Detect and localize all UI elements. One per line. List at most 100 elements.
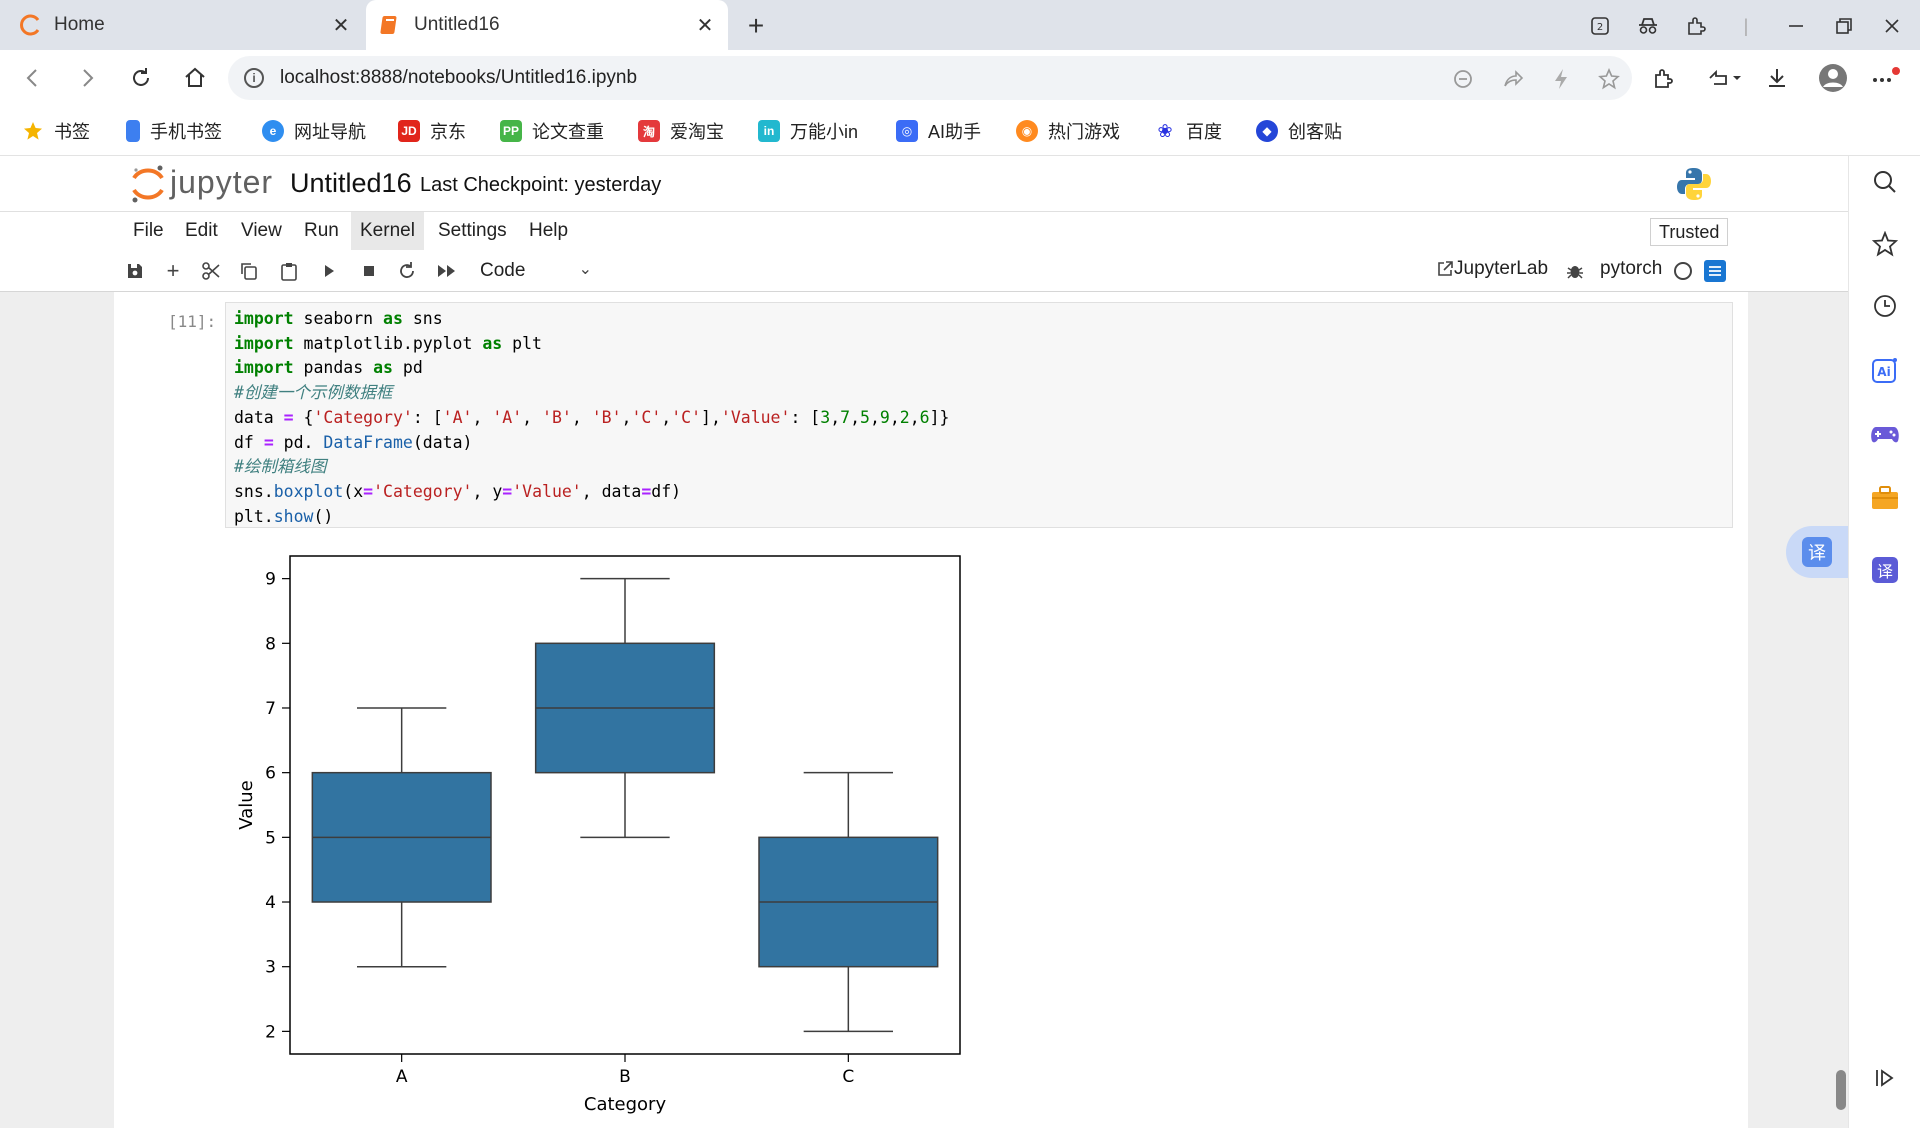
copy-icon[interactable] bbox=[236, 258, 262, 284]
tab-untitled16[interactable]: Untitled16 ✕ bbox=[366, 0, 728, 50]
undo-dropdown-icon[interactable] bbox=[1702, 61, 1746, 95]
kernel-name[interactable]: pytorch bbox=[1600, 258, 1663, 279]
jupyter-menu-bar: File Edit View Run Kernel Settings Help … bbox=[0, 212, 1848, 250]
menu-file[interactable]: File bbox=[133, 220, 164, 241]
incognito-icon[interactable] bbox=[1632, 10, 1664, 42]
minimize-icon[interactable] bbox=[1780, 10, 1812, 42]
y-tick-label: 7 bbox=[265, 699, 276, 719]
taobao-icon: 淘 bbox=[638, 120, 660, 142]
baidu-paw-icon: ❀ bbox=[1157, 120, 1173, 141]
tab-home-close-icon[interactable]: ✕ bbox=[332, 14, 350, 37]
y-tick-label: 6 bbox=[265, 764, 276, 784]
wanneng-icon: in bbox=[758, 120, 780, 142]
translate-icon[interactable]: 译 bbox=[1869, 554, 1901, 586]
cell-type-dropdown[interactable]: Code ⌄ bbox=[470, 257, 600, 285]
bookmark-item-taobao[interactable]: 淘 爱淘宝 bbox=[638, 118, 724, 144]
tab-count-icon[interactable]: 2 bbox=[1584, 10, 1616, 42]
back-icon[interactable] bbox=[16, 61, 50, 95]
close-window-icon[interactable] bbox=[1876, 10, 1908, 42]
paste-icon[interactable] bbox=[276, 258, 302, 284]
site-info-icon[interactable]: i bbox=[244, 68, 264, 88]
ai-icon[interactable]: Ai bbox=[1869, 354, 1901, 386]
more-menu-icon[interactable] bbox=[1868, 61, 1902, 95]
bookmark-item-paper[interactable]: PP 论文查重 bbox=[500, 118, 604, 144]
lightning-icon[interactable] bbox=[1548, 66, 1574, 92]
menu-run[interactable]: Run bbox=[304, 220, 339, 241]
last-checkpoint: Last Checkpoint: yesterday bbox=[420, 174, 662, 196]
restart-kernel-icon[interactable] bbox=[394, 258, 420, 284]
reload-icon[interactable] bbox=[124, 61, 158, 95]
bookmark-item-mobile[interactable]: 手机书签 bbox=[126, 118, 222, 144]
maximize-icon[interactable] bbox=[1828, 10, 1860, 42]
python-kernel-logo-icon bbox=[1677, 168, 1711, 200]
y-tick-label: 8 bbox=[265, 634, 276, 654]
table-of-contents-icon[interactable] bbox=[1704, 260, 1726, 282]
trusted-indicator[interactable]: Trusted bbox=[1650, 218, 1729, 246]
menu-edit[interactable]: Edit bbox=[185, 220, 218, 241]
zoom-out-icon[interactable] bbox=[1450, 66, 1476, 92]
history-icon[interactable] bbox=[1869, 290, 1901, 322]
code-line: plt.show() bbox=[234, 506, 334, 526]
bookmark-item-wanneng[interactable]: in 万能小in bbox=[758, 118, 858, 144]
extensions-icon[interactable] bbox=[1680, 10, 1712, 42]
code-cell-editor[interactable]: import seaborn as sns import matplotlib.… bbox=[225, 302, 1733, 528]
run-cell-icon[interactable] bbox=[316, 258, 342, 284]
bookmark-item-baidu[interactable]: ❀ 百度 bbox=[1154, 118, 1222, 144]
box-A bbox=[311, 707, 492, 968]
open-jupyterlab-link[interactable]: JupyterLab bbox=[1436, 258, 1548, 280]
gamepad-icon[interactable] bbox=[1869, 418, 1901, 450]
bookmarks-bar: 书签 手机书签 e 网址导航 JD 京东 PP 论文查重 淘 爱淘宝 in 万能… bbox=[0, 106, 1920, 156]
bookmark-star-filled-icon bbox=[22, 120, 44, 142]
jupyter-logo-icon[interactable] bbox=[130, 164, 166, 204]
notebook-title[interactable]: Untitled16 bbox=[290, 168, 412, 198]
nav-bookmark-icon: e bbox=[262, 120, 284, 142]
bookmark-star-icon[interactable] bbox=[1596, 66, 1622, 92]
x-tick-label: B bbox=[619, 1067, 631, 1087]
floating-translate-button[interactable]: 译 bbox=[1786, 526, 1848, 578]
code-line: import seaborn as sns bbox=[234, 309, 443, 328]
debugger-bug-icon[interactable] bbox=[1562, 258, 1588, 284]
stop-icon[interactable] bbox=[356, 258, 382, 284]
notebook-toolbar: + Code ⌄ JupyterLab pytorch bbox=[0, 250, 1848, 292]
forward-icon[interactable] bbox=[70, 61, 104, 95]
y-tick-label: 5 bbox=[265, 828, 276, 848]
share-icon[interactable] bbox=[1500, 66, 1526, 92]
briefcase-icon[interactable] bbox=[1869, 482, 1901, 514]
new-tab-icon[interactable]: + bbox=[747, 10, 765, 41]
collapse-icon[interactable] bbox=[1869, 1062, 1901, 1094]
tab-untitled16-close-icon[interactable]: ✕ bbox=[696, 14, 714, 37]
menu-help[interactable]: Help bbox=[529, 220, 569, 241]
download-icon[interactable] bbox=[1760, 61, 1794, 95]
cut-icon[interactable] bbox=[198, 258, 224, 284]
cell-type-value: Code bbox=[480, 260, 526, 281]
bookmark-item-nav[interactable]: e 网址导航 bbox=[262, 118, 366, 144]
url-text: localhost:8888/notebooks/Untitled16.ipyn… bbox=[280, 67, 638, 88]
search-icon[interactable] bbox=[1869, 166, 1901, 198]
x-tick-label: A bbox=[396, 1067, 408, 1087]
jupyter-wordmark[interactable]: jupyter bbox=[170, 164, 274, 200]
star-icon[interactable] bbox=[1869, 228, 1901, 260]
vertical-scrollbar-thumb[interactable] bbox=[1836, 1070, 1846, 1110]
address-bar-row: i localhost:8888/notebooks/Untitled16.ip… bbox=[0, 50, 1920, 106]
bookmark-item-jd[interactable]: JD 京东 bbox=[398, 118, 466, 144]
menu-view[interactable]: View bbox=[241, 220, 282, 241]
add-cell-icon[interactable]: + bbox=[166, 258, 180, 283]
save-icon[interactable] bbox=[122, 258, 148, 284]
bookmark-item-games[interactable]: ◉ 热门游戏 bbox=[1016, 118, 1120, 144]
fast-forward-icon[interactable] bbox=[434, 258, 460, 284]
bookmark-item-shuqian[interactable]: 书签 bbox=[22, 118, 90, 144]
menu-settings[interactable]: Settings bbox=[438, 220, 507, 241]
kernel-status-idle-icon bbox=[1674, 262, 1692, 280]
tab-untitled16-label: Untitled16 bbox=[414, 14, 500, 35]
tab-home[interactable]: Home ✕ bbox=[0, 0, 364, 50]
extension-puzzle-icon[interactable] bbox=[1646, 61, 1680, 95]
external-link-icon bbox=[1438, 261, 1453, 276]
profile-avatar-icon[interactable] bbox=[1816, 61, 1850, 95]
bookmark-item-chuangke[interactable]: ◆ 创客贴 bbox=[1256, 118, 1342, 144]
url-bar[interactable]: i localhost:8888/notebooks/Untitled16.ip… bbox=[228, 56, 1632, 100]
bookmark-item-ai[interactable]: ◎ AI助手 bbox=[896, 118, 981, 144]
home-icon[interactable] bbox=[178, 61, 212, 95]
jupyterlab-label: JupyterLab bbox=[1454, 258, 1549, 279]
svg-text:2: 2 bbox=[1597, 22, 1603, 33]
menu-kernel[interactable]: Kernel bbox=[351, 212, 424, 250]
